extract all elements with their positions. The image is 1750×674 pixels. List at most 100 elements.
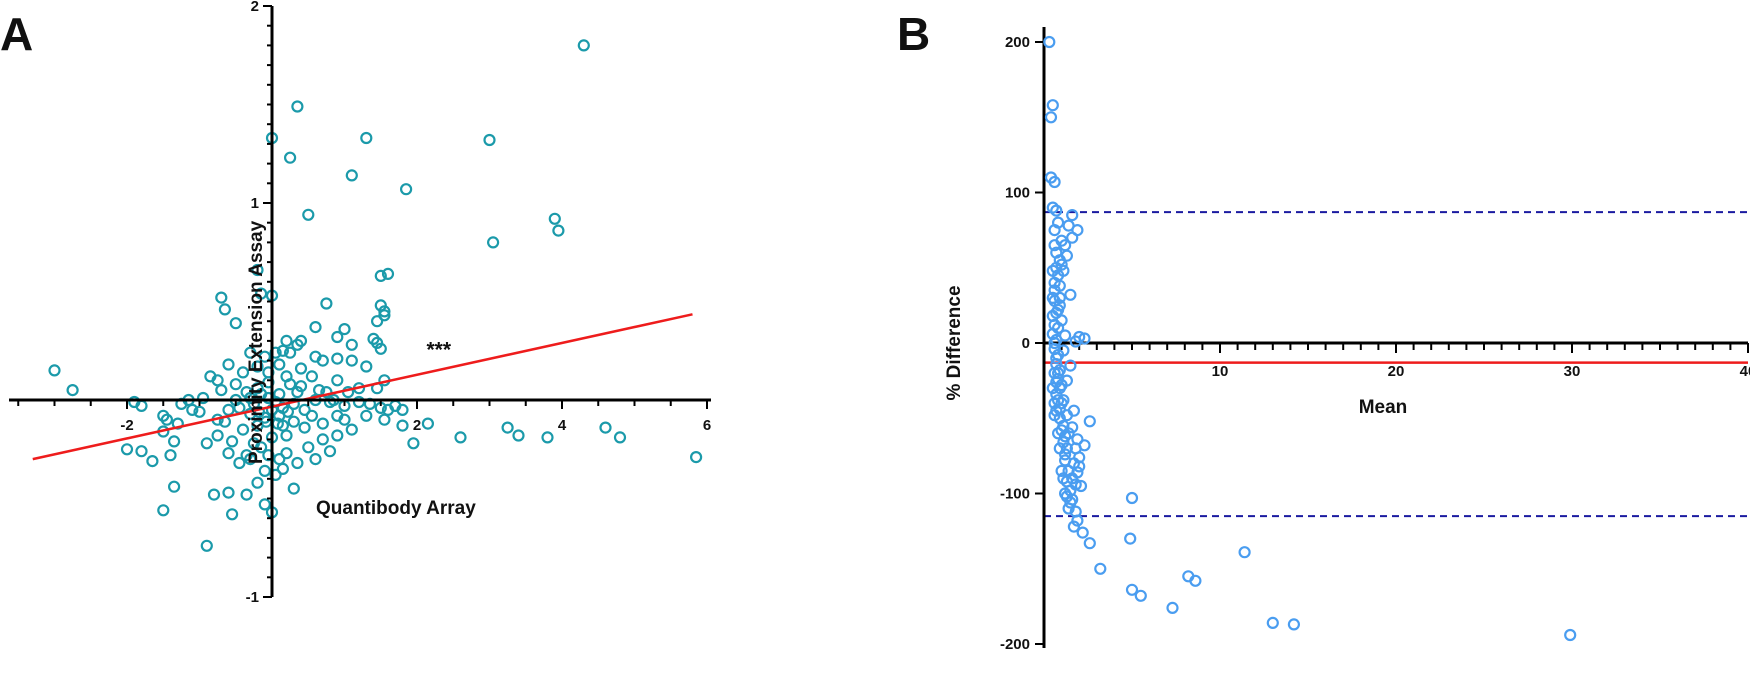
panel-b-point: [1067, 520, 1081, 533]
panel-b-point: [1287, 618, 1301, 631]
panel-a-point: [577, 39, 590, 52]
panel-b-y-tick-label: -100: [1000, 486, 1030, 503]
panel-a-point: [226, 435, 239, 448]
panel-b-x-tick-label: 20: [1388, 363, 1405, 380]
panel-a-point: [258, 464, 271, 477]
panel-b-point: [1046, 327, 1059, 341]
panel-b-y-tick-label: 200: [1005, 34, 1030, 51]
panel-b-point: [1069, 478, 1082, 491]
panel-b-point: [1046, 264, 1059, 277]
panel-a-point: [396, 419, 409, 432]
panel-a-point: [135, 445, 148, 458]
panel-a-y-tick-label: -1: [246, 589, 259, 606]
panel-a-point: [512, 429, 525, 442]
panel-a-point: [305, 370, 318, 383]
panel-a-point: [48, 364, 61, 377]
panel-a-point: [316, 354, 329, 367]
panel-a-point: [689, 451, 703, 464]
panel-a-point: [309, 321, 322, 334]
panel-a-point: [298, 403, 311, 416]
panel-a-point: [168, 480, 181, 493]
panel-a-point: [255, 441, 268, 454]
panel-b-point: [1048, 239, 1061, 252]
panel-a-point: [360, 131, 373, 145]
panel-b-point: [1046, 201, 1059, 214]
panel-b-point: [1048, 175, 1061, 189]
panel-b-point: [1071, 514, 1084, 527]
panel-b-point: [1266, 616, 1279, 630]
panel-a-point: [371, 336, 384, 349]
panel-a-point: [66, 384, 79, 397]
panel-a-point: [233, 456, 246, 470]
panel-b-x-axis-title: Mean: [1359, 397, 1408, 418]
panel-a-point: [345, 354, 358, 367]
panel-b-point: [1134, 589, 1147, 602]
panel-a-point: [360, 360, 373, 373]
panel-a-point: [294, 362, 308, 375]
panel-a-point: [251, 263, 264, 277]
panel-b-point: [1064, 496, 1077, 509]
panel-a-point: [236, 366, 250, 379]
panel-a-point: [222, 358, 235, 371]
panel-a-point: [197, 391, 210, 405]
panel-a-point: [316, 433, 329, 446]
panel-a-x-tick-label: -2: [120, 417, 133, 434]
panel-a-point: [164, 449, 177, 462]
panel-a-point: [193, 405, 206, 418]
panel-b-point: [1060, 442, 1074, 455]
panel-b-point: [1124, 532, 1137, 545]
panel-b-point: [1083, 537, 1096, 550]
panel-a-point: [160, 413, 173, 426]
panel-b-point: [1048, 409, 1061, 422]
panel-a-point: [345, 169, 358, 182]
panel-a-point: [400, 183, 413, 196]
panel-a-point: [613, 431, 627, 444]
panel-b-point: [1044, 111, 1058, 124]
panel-a-point: [280, 334, 293, 347]
panel-a-point: [284, 151, 297, 164]
panel-a-x-tick-labels: -2 2 4 6: [120, 417, 711, 434]
panel-a-point: [229, 378, 242, 391]
panel-b-point: [1094, 562, 1107, 575]
panel-b-point: [1053, 279, 1066, 292]
panel-a-point: [168, 435, 181, 448]
panel-a-point: [273, 358, 286, 371]
panel-a-point: [291, 100, 304, 113]
panel-b-point: [1064, 288, 1077, 301]
panel-b-x-tick-label: 40: [1740, 363, 1750, 380]
panel-a-point: [211, 429, 224, 442]
panel-b-point: [1062, 502, 1075, 515]
panel-b-point: [1055, 424, 1068, 437]
panel-a-point: [157, 504, 170, 517]
panel-a-point: [345, 423, 358, 436]
panel-b-point: [1050, 261, 1063, 274]
panel-a-point: [352, 395, 366, 409]
panel-b-point: [1238, 546, 1251, 559]
panel-a-point: [240, 449, 253, 462]
panel-b-point: [1189, 574, 1202, 587]
panel-a-point: [251, 476, 264, 489]
panel-a-point: [200, 539, 213, 552]
panel-b-point: [1166, 601, 1179, 615]
panel-a-point: [541, 431, 554, 444]
panel-b-point: [1057, 472, 1070, 485]
panel-a: A -2 2 4 6 -1 1 2 *** Quantibody Array Proxim…: [0, 0, 711, 606]
panel-a-point: [291, 386, 304, 399]
panel-a-point: [287, 415, 300, 428]
panel-a-point: [251, 360, 264, 373]
panel-a-point: [331, 374, 344, 387]
panel-a-point: [338, 323, 351, 336]
panel-a-point: [258, 498, 271, 511]
panel-a-point: [258, 350, 271, 363]
panel-a-point: [331, 429, 344, 442]
panel-a-point: [407, 437, 420, 450]
panel-a-point: [240, 488, 253, 501]
panel-a-point: [487, 236, 500, 249]
panel-a-point: [280, 429, 293, 442]
panel-a-point: [320, 297, 333, 310]
panel-a-point: [218, 303, 231, 316]
panel-b-point: [1064, 359, 1077, 372]
panel-a-regression-line: [32, 313, 693, 461]
panel-a-point: [215, 384, 228, 397]
panel-b-point: [1051, 427, 1065, 440]
